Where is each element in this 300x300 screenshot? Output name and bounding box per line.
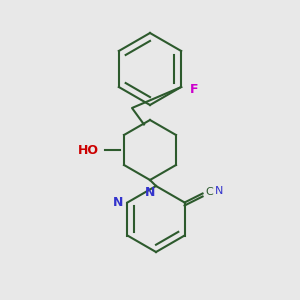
Text: N: N bbox=[145, 186, 155, 199]
Text: N: N bbox=[214, 185, 223, 196]
Text: HO: HO bbox=[78, 143, 99, 157]
Text: F: F bbox=[190, 83, 199, 97]
Text: C: C bbox=[206, 187, 213, 197]
Text: N: N bbox=[112, 196, 123, 209]
